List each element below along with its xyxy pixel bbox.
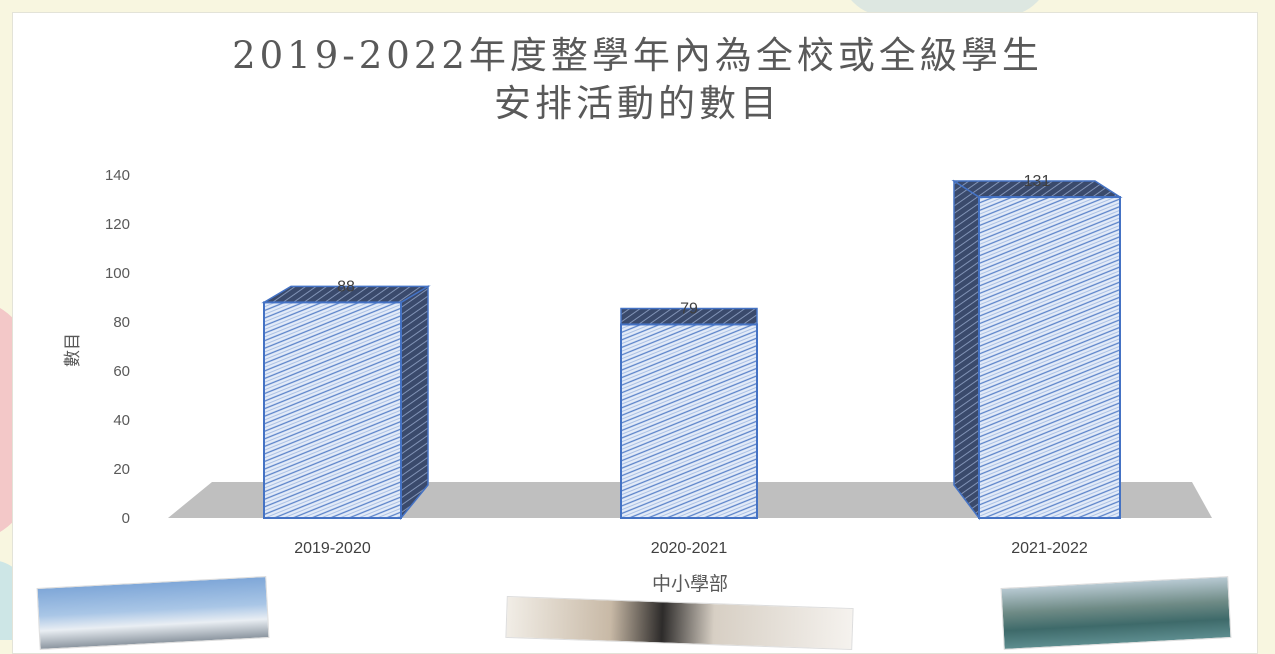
bar-side-face (400, 285, 429, 521)
y-tick-label: 120 (105, 216, 130, 233)
y-tick-label: 60 (113, 363, 130, 380)
y-axis-label: 數目 (63, 333, 83, 367)
y-tick-label: 0 (122, 510, 130, 527)
x-tick-label: 2019-2020 (294, 540, 371, 557)
bar (263, 301, 402, 519)
x-tick-label: 2021-2022 (1011, 540, 1088, 557)
photo-outdoor (1000, 576, 1232, 650)
y-tick-label: 40 (113, 412, 130, 429)
y-tick-label: 100 (105, 265, 130, 282)
x-tick-label: 2020-2021 (651, 540, 728, 557)
chart-title-line-2: 安排活動的數目 (494, 82, 781, 125)
bar (620, 323, 758, 520)
data-label: 131 (1024, 173, 1051, 190)
x-axis-label: 中小學部 (652, 573, 728, 595)
bar (978, 196, 1121, 520)
y-tick-label: 80 (113, 314, 130, 331)
chart-title-line-1: 2019-2022年度整學年內為全校或全級學生 (232, 34, 1043, 77)
y-tick-label: 140 (105, 167, 130, 184)
data-label: 79 (680, 300, 698, 317)
bar-side-face (953, 179, 980, 521)
bar-chart: 88 79 131 0 20 40 60 80 100 120 140 數目 2019-2020 202… (63, 167, 1212, 595)
y-tick-label: 20 (113, 461, 130, 478)
data-label: 88 (337, 278, 355, 295)
photo-building (36, 576, 270, 650)
